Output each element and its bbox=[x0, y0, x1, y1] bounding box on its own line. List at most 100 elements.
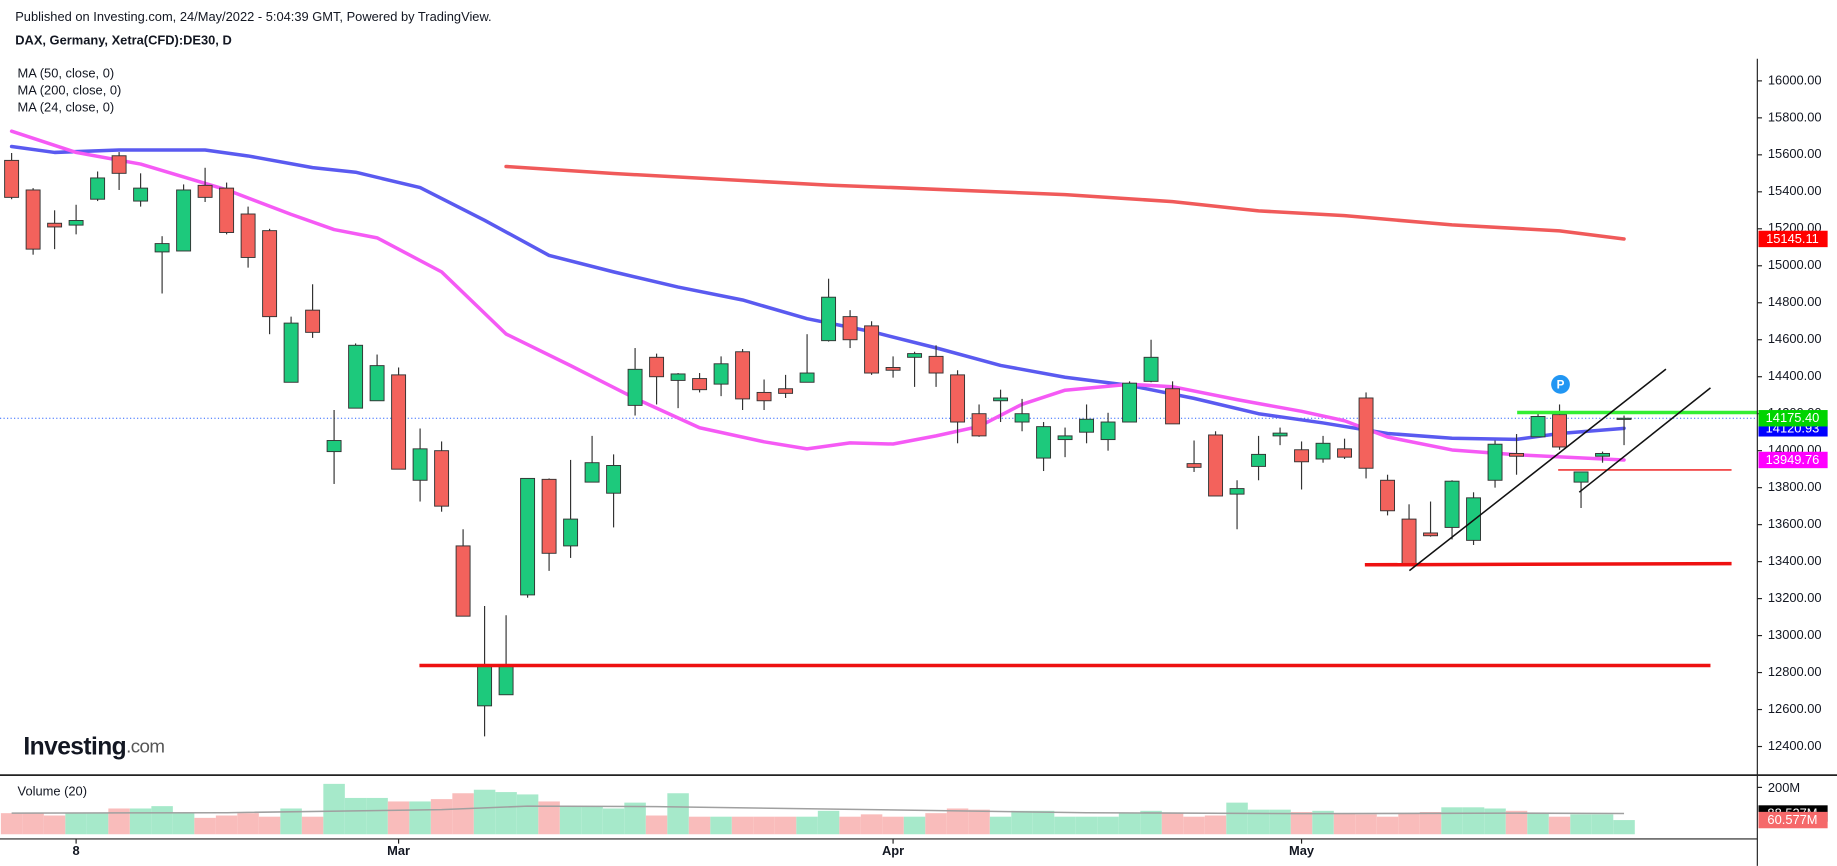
candle-body bbox=[541, 478, 557, 554]
y-tick-label: 13200.00 bbox=[1768, 590, 1822, 605]
volume-bar bbox=[194, 817, 216, 835]
candle-body bbox=[262, 230, 278, 318]
candle-body bbox=[692, 378, 708, 391]
volume-bar bbox=[1183, 816, 1205, 835]
candle-body bbox=[434, 450, 450, 507]
ma-line bbox=[504, 164, 1626, 241]
candle-body bbox=[971, 413, 987, 437]
price-tag-label: 60.577M bbox=[1767, 812, 1817, 827]
candle-body bbox=[1487, 443, 1503, 481]
volume-legend: Volume (20) bbox=[18, 783, 87, 798]
volume-bar bbox=[645, 815, 668, 835]
candle-body bbox=[219, 187, 235, 233]
y-tick-label: 12400.00 bbox=[1768, 738, 1822, 753]
candle-body bbox=[1530, 416, 1546, 438]
volume-bar bbox=[1613, 820, 1635, 835]
candle-body bbox=[1423, 532, 1439, 537]
volume-bar bbox=[796, 816, 818, 835]
volume-bar bbox=[817, 810, 840, 835]
volume-bar bbox=[129, 808, 152, 835]
candle-body bbox=[412, 448, 428, 481]
candle-body bbox=[391, 374, 407, 470]
candle-body bbox=[1552, 414, 1567, 448]
volume-bar bbox=[301, 816, 324, 835]
volume-bar bbox=[1484, 808, 1506, 835]
volume-bar bbox=[1312, 810, 1334, 835]
candle-body bbox=[1380, 479, 1396, 512]
volume-bar bbox=[344, 797, 367, 835]
candle-body bbox=[1036, 426, 1052, 459]
volume-bar bbox=[1140, 810, 1162, 835]
volume-bar bbox=[516, 794, 539, 835]
volume-bar bbox=[839, 816, 861, 835]
volume-bar bbox=[731, 816, 754, 835]
y-tick-label: 13400.00 bbox=[1768, 553, 1822, 568]
instrument-title: DAX, Germany, Xetra(CFD):DE30, D bbox=[15, 33, 232, 48]
candle-body bbox=[649, 356, 665, 378]
volume-bar bbox=[323, 783, 345, 835]
plot-area: 12400.00 12600.00 12800.00 13000.00 13200.00… bbox=[0, 72, 1822, 858]
candle-body bbox=[627, 368, 643, 406]
candle-body bbox=[326, 440, 342, 453]
volume-bar bbox=[710, 816, 732, 835]
volume-bar bbox=[602, 808, 625, 835]
candle-body bbox=[348, 344, 364, 409]
ma-legend: MA (200, close, 0) bbox=[18, 82, 122, 97]
volume-bar bbox=[430, 799, 453, 835]
volume-bar bbox=[860, 814, 883, 835]
volume-ma-line bbox=[11, 805, 1625, 815]
volume-bar bbox=[172, 813, 195, 835]
price-tag bbox=[1758, 451, 1828, 469]
volume-bar bbox=[1570, 814, 1592, 835]
volume-bar bbox=[1118, 813, 1141, 835]
candle-body bbox=[47, 222, 63, 228]
volume-bar bbox=[1441, 807, 1463, 835]
ma-line bbox=[9, 129, 1626, 462]
volume-bar bbox=[43, 815, 66, 835]
volume-bar bbox=[65, 813, 87, 835]
candle-body bbox=[1444, 480, 1460, 528]
candle-body bbox=[1294, 449, 1310, 463]
channel-line bbox=[1408, 368, 1667, 572]
y-tick-label: 12800.00 bbox=[1768, 664, 1822, 679]
volume-bar bbox=[1290, 811, 1313, 835]
y-tick-label: 13600.00 bbox=[1768, 516, 1822, 531]
candle-body bbox=[928, 355, 944, 374]
volume-bar bbox=[452, 793, 474, 835]
volume-bar bbox=[280, 808, 302, 835]
volume-bar bbox=[237, 813, 259, 835]
candle-body bbox=[1079, 418, 1095, 433]
y-tick-label: 15400.00 bbox=[1768, 183, 1822, 198]
volume-bar bbox=[1527, 813, 1549, 835]
candle-body bbox=[799, 372, 815, 383]
candle-body bbox=[1616, 417, 1632, 420]
candle-body bbox=[1573, 471, 1589, 483]
candle-body bbox=[1595, 452, 1610, 457]
volume-bar bbox=[1226, 802, 1248, 835]
ma-legend: MA (24, close, 0) bbox=[18, 99, 115, 114]
ma-legend: MA (50, close, 0) bbox=[18, 65, 115, 80]
y-tick-label: 13000.00 bbox=[1768, 627, 1822, 642]
volume-bar bbox=[1011, 810, 1033, 835]
candle-body bbox=[283, 322, 299, 383]
logo-suffix: .com bbox=[126, 736, 164, 757]
candle-body bbox=[670, 373, 686, 381]
candle-body bbox=[1100, 421, 1116, 441]
volume-bar bbox=[1419, 811, 1442, 835]
volume-bar bbox=[1032, 810, 1055, 835]
candle-body bbox=[950, 374, 966, 423]
volume-bar bbox=[108, 808, 130, 835]
volume-bar bbox=[774, 816, 797, 835]
volume-bar bbox=[538, 801, 560, 835]
candle-body bbox=[735, 351, 751, 400]
volume-bar bbox=[215, 815, 238, 835]
volume-bar bbox=[624, 802, 646, 835]
candle-body bbox=[885, 367, 901, 371]
price-tag-label: 15145.11 bbox=[1766, 231, 1819, 246]
candle-body bbox=[1315, 442, 1331, 460]
x-tick-label: 8 bbox=[73, 843, 80, 858]
y-tick-label: 15000.00 bbox=[1768, 257, 1822, 272]
volume-bar bbox=[989, 816, 1012, 835]
volume-bar bbox=[753, 816, 775, 835]
